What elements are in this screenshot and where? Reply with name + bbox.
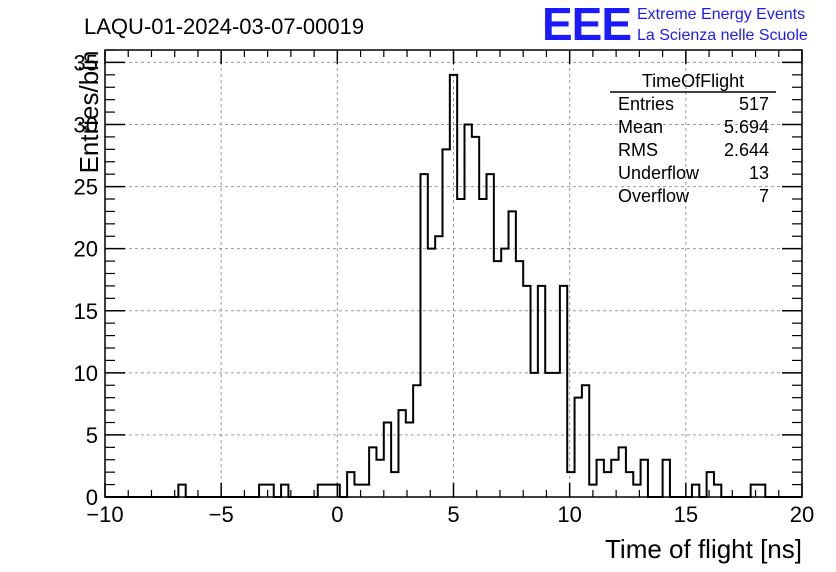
grid-lines xyxy=(104,50,803,498)
stats-title: TimeOfFlight xyxy=(642,71,744,91)
y-tick-label: 25 xyxy=(74,175,98,200)
logo-line2: La Scienza nelle Scuole xyxy=(637,27,808,44)
stats-box: TimeOfFlight Entries 517 Mean 5.694 RMS 2.644… xyxy=(610,71,776,206)
x-tick-label: 5 xyxy=(447,502,459,527)
stats-rows: Entries 517 Mean 5.694 RMS 2.644 Underflow 13 Ov… xyxy=(618,94,769,206)
eee-logo: EEE Extreme Energy Events La Scienza nel… xyxy=(542,0,808,50)
y-tick-label: 30 xyxy=(74,113,98,138)
stats-row-label: Mean xyxy=(618,117,663,137)
stats-row-label: Overflow xyxy=(618,186,690,206)
y-axis-title: Entries/bin xyxy=(74,51,104,174)
x-tick-label: 10 xyxy=(557,502,581,527)
plot-frame xyxy=(104,49,803,498)
x-tick-label: −5 xyxy=(209,502,234,527)
stats-row-value: 7 xyxy=(759,186,769,206)
y-tick-label: 20 xyxy=(74,237,98,262)
x-tick-label: 20 xyxy=(790,502,814,527)
x-tick-label: 0 xyxy=(331,502,343,527)
stats-row-label: Underflow xyxy=(618,163,700,183)
tick-labels: −10 −5 0 5 10 15 20 0 5 10 15 20 25 30 35 xyxy=(74,50,815,527)
stats-row-label: Entries xyxy=(618,94,674,114)
chart-title: LAQU-01-2024-03-07-00019 xyxy=(84,14,364,39)
y-tick-label: 10 xyxy=(74,361,98,386)
stats-row-value: 5.694 xyxy=(724,117,769,137)
logo-mark: EEE xyxy=(542,0,631,50)
y-tick-label: 0 xyxy=(86,485,98,510)
x-tick-label: 15 xyxy=(674,502,698,527)
stats-row-value: 13 xyxy=(749,163,769,183)
y-tick-label: 35 xyxy=(74,50,98,75)
stats-row-value: 2.644 xyxy=(724,140,769,160)
stats-row-value: 517 xyxy=(739,94,769,114)
stats-row-label: RMS xyxy=(618,140,658,160)
x-tick-label: −10 xyxy=(86,502,123,527)
x-axis-title: Time of flight [ns] xyxy=(605,534,802,564)
y-tick-label: 15 xyxy=(74,299,98,324)
y-tick-label: 5 xyxy=(86,423,98,448)
histogram-outline xyxy=(105,73,802,498)
logo-line1: Extreme Energy Events xyxy=(637,6,805,23)
